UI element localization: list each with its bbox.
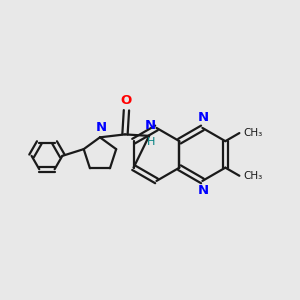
Text: N: N xyxy=(197,111,208,124)
Text: N: N xyxy=(197,184,208,197)
Text: N: N xyxy=(145,119,156,132)
Text: CH₃: CH₃ xyxy=(243,128,262,138)
Text: CH₃: CH₃ xyxy=(243,171,262,181)
Text: O: O xyxy=(121,94,132,107)
Text: N: N xyxy=(96,121,107,134)
Text: H: H xyxy=(146,137,155,147)
